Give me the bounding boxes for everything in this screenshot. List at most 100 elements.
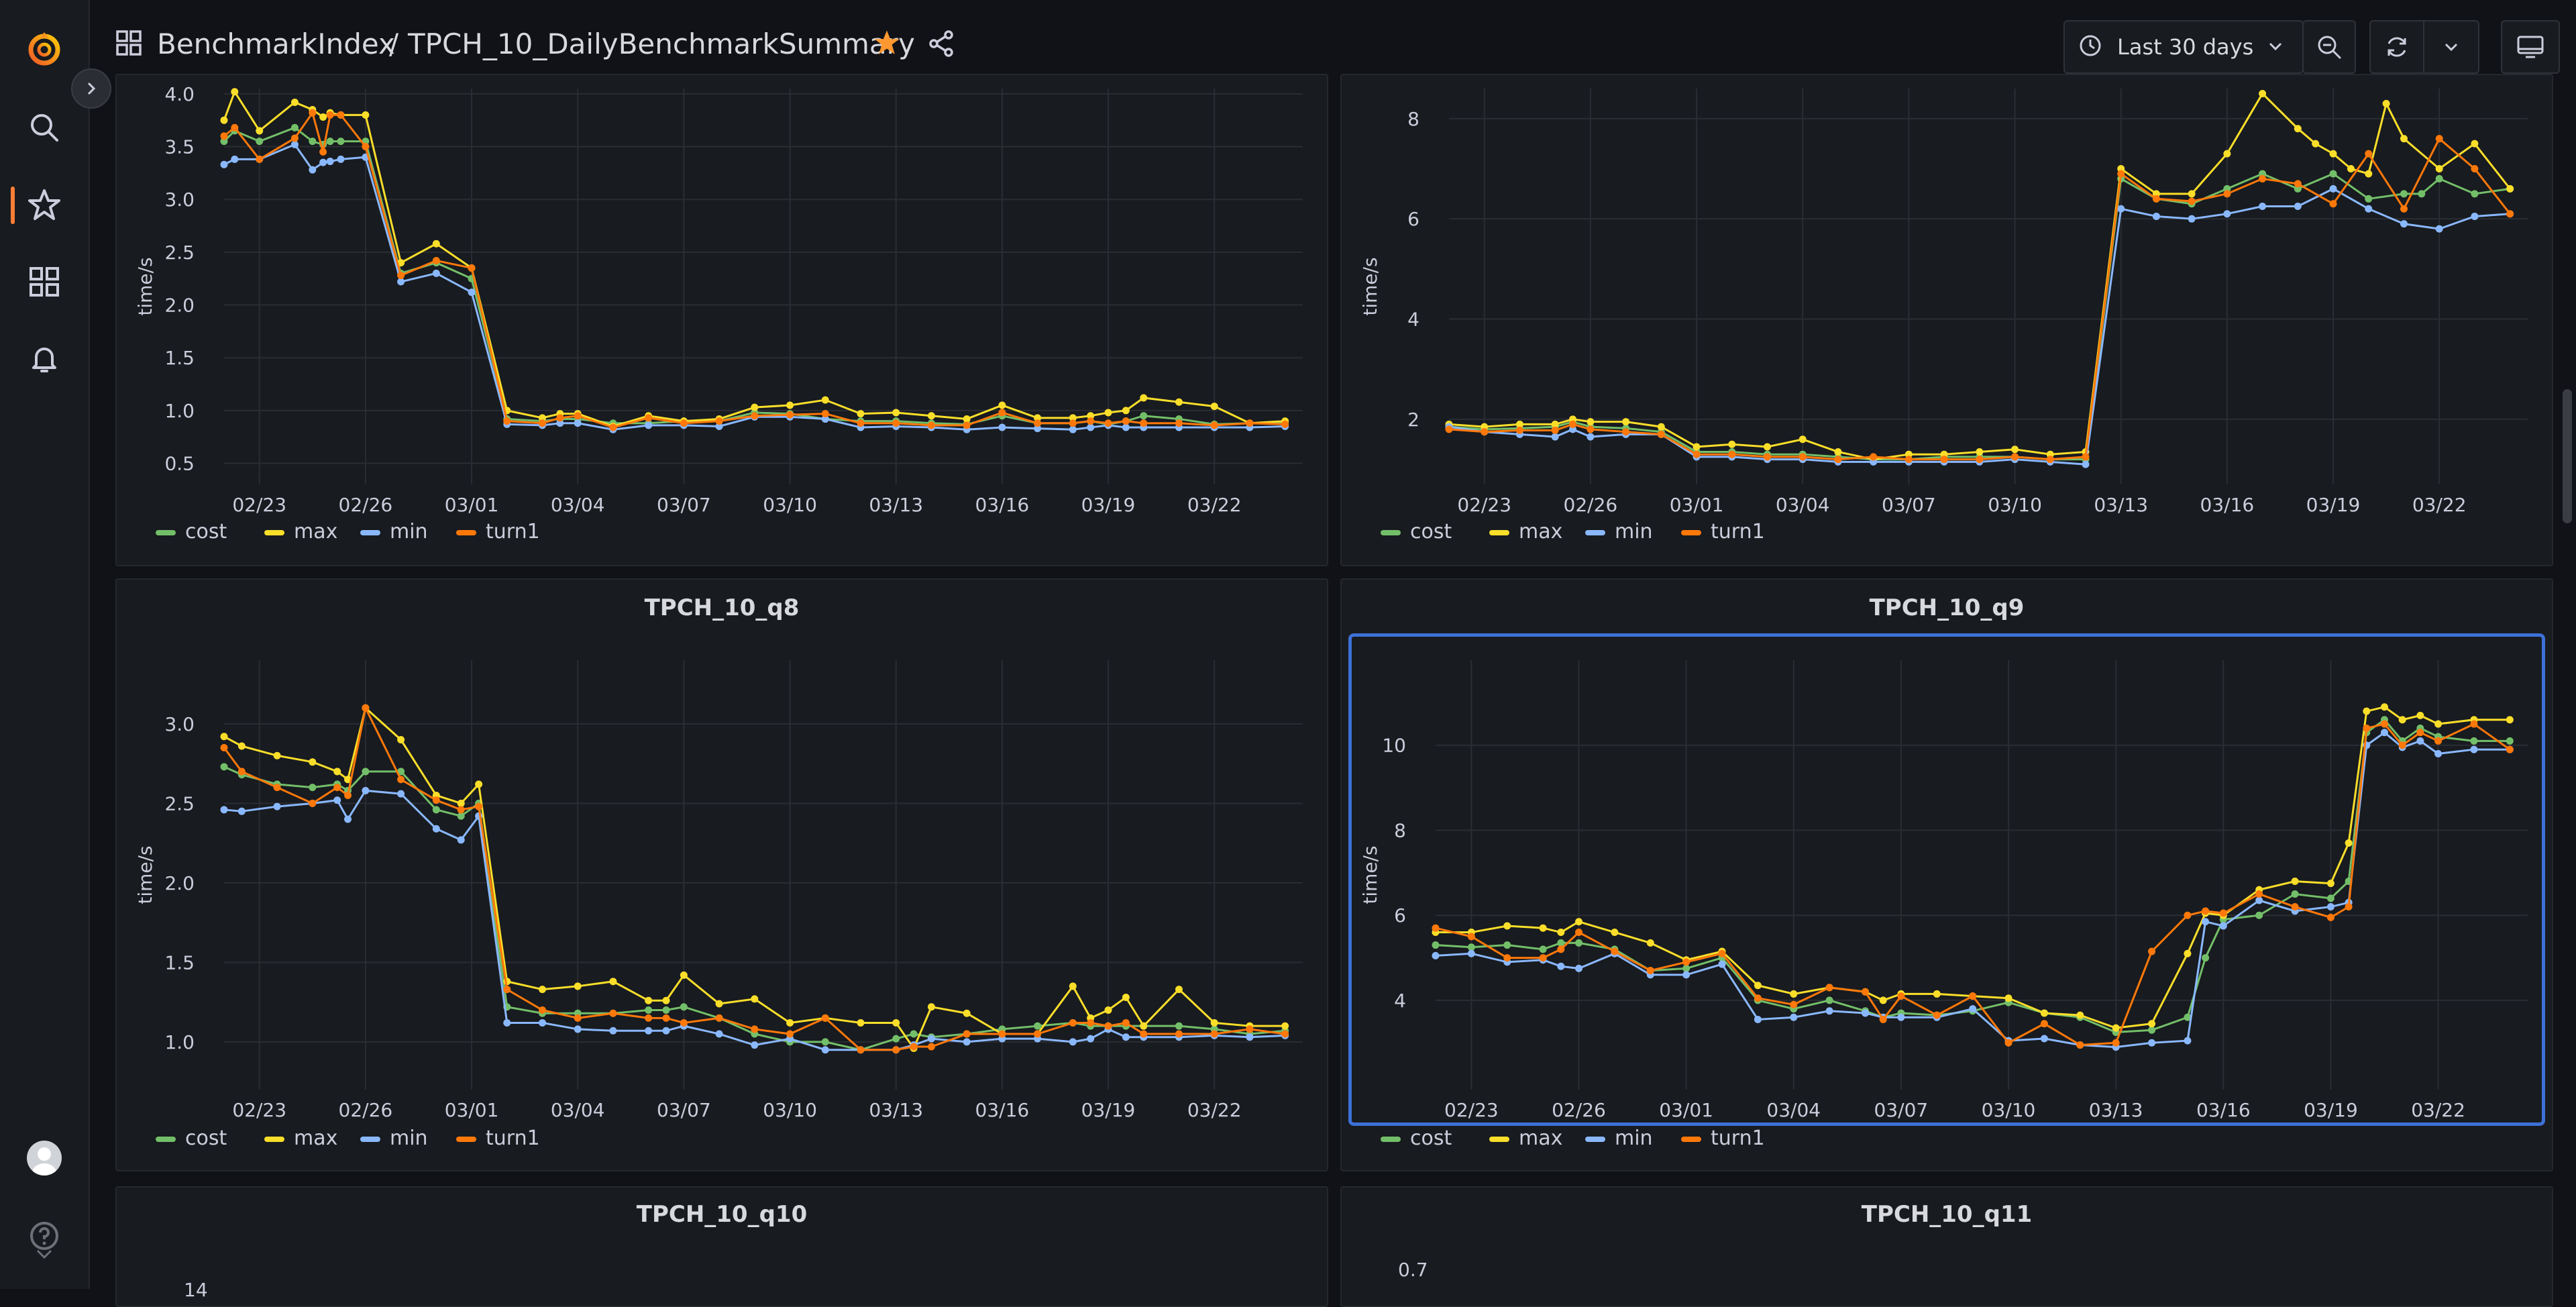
x-tick-label: 02/26 xyxy=(339,494,393,516)
search-icon[interactable] xyxy=(23,106,66,149)
legend-label-cost[interactable]: cost xyxy=(1410,1127,1452,1150)
data-point-max xyxy=(1622,418,1630,426)
data-point-turn1 xyxy=(503,417,511,425)
legend-label-cost[interactable]: cost xyxy=(1410,520,1452,543)
panel-title[interactable]: TPCH_10_q10 xyxy=(636,1201,808,1228)
data-point-turn1 xyxy=(1069,1018,1077,1027)
series-line-cost xyxy=(223,766,1285,1051)
data-point-turn1 xyxy=(362,143,370,151)
data-point-min xyxy=(2435,225,2443,233)
data-point-turn1 xyxy=(2506,745,2514,753)
data-point-max xyxy=(2148,1020,2156,1028)
legend-label-min[interactable]: min xyxy=(1615,1127,1653,1150)
data-point-turn1 xyxy=(273,784,281,792)
panel-q11[interactable]: TPCH_10_q11 0.7 xyxy=(1340,1186,2553,1307)
legend-label-max[interactable]: max xyxy=(1519,1127,1562,1150)
y-tick-label: 14 xyxy=(184,1279,208,1301)
panel-q7b[interactable]: 2 4 6 8 02/23 02/26 03/01 03/04 03/07 03/10 03/13 0… xyxy=(1340,74,2553,566)
data-point-min xyxy=(998,423,1006,431)
panel-q9[interactable]: TPCH_10_q9 4 6 8 10 02/23 02/26 03/01 03/04 03/0… xyxy=(1340,578,2553,1171)
data-point-turn1 xyxy=(1870,453,1878,461)
tv-mode-button[interactable] xyxy=(2501,20,2560,74)
data-point-max xyxy=(1175,986,1183,994)
legend-label-turn1[interactable]: turn1 xyxy=(486,520,540,543)
refresh-icon[interactable] xyxy=(2371,21,2424,72)
data-point-min xyxy=(1246,1033,1254,1041)
data-point-min xyxy=(574,419,582,427)
legend-label-turn1[interactable]: turn1 xyxy=(486,1127,540,1150)
data-point-min xyxy=(662,1027,670,1035)
data-point-max xyxy=(2380,703,2388,711)
bell-icon[interactable] xyxy=(23,337,66,380)
time-picker[interactable]: Last 30 days xyxy=(2063,20,2304,74)
data-point-turn1 xyxy=(821,1014,829,1022)
legend-label-min[interactable]: min xyxy=(1615,520,1653,543)
data-point-min xyxy=(337,155,345,163)
data-point-turn1 xyxy=(2188,197,2196,205)
data-point-cost xyxy=(1825,996,1833,1004)
data-point-max xyxy=(309,758,317,766)
data-point-turn1 xyxy=(220,743,228,751)
share-icon[interactable] xyxy=(927,30,955,60)
legend-label-min[interactable]: min xyxy=(390,520,428,543)
data-point-max xyxy=(1210,1018,1218,1027)
panel-title[interactable]: TPCH_10_q9 xyxy=(1869,594,2025,621)
data-point-turn1 xyxy=(1539,954,1547,962)
data-point-turn1 xyxy=(680,1018,688,1027)
data-point-cost xyxy=(1503,941,1511,949)
legend-label-max[interactable]: max xyxy=(294,1127,337,1150)
y-tick-label: 4 xyxy=(1394,990,1406,1012)
question-icon[interactable] xyxy=(23,1214,66,1257)
panel-q10[interactable]: TPCH_10_q10 14 xyxy=(115,1186,1328,1307)
data-point-turn1 xyxy=(1175,1030,1183,1038)
breadcrumb-separator: / xyxy=(389,28,399,60)
data-point-turn1 xyxy=(538,419,546,427)
legend-label-turn1[interactable]: turn1 xyxy=(1711,1127,1765,1150)
data-point-max xyxy=(2326,880,2334,888)
legend-label-cost[interactable]: cost xyxy=(185,1127,227,1150)
scrollbar[interactable] xyxy=(2563,389,2572,523)
x-tick-label: 03/01 xyxy=(445,1099,499,1121)
star-icon[interactable] xyxy=(23,184,66,227)
expand-sidebar-button[interactable] xyxy=(71,68,111,109)
legend-label-cost[interactable]: cost xyxy=(185,520,227,543)
data-point-min xyxy=(2329,185,2337,193)
star-icon[interactable] xyxy=(872,28,902,60)
x-tick-label: 03/04 xyxy=(1776,494,1830,516)
data-point-max xyxy=(2312,140,2320,148)
data-point-turn1 xyxy=(2202,907,2210,915)
apps-icon[interactable] xyxy=(23,260,66,303)
chevron-down-icon[interactable] xyxy=(23,1244,66,1264)
series-line-cost xyxy=(1448,172,2510,461)
data-point-cost xyxy=(309,784,317,792)
data-point-cost xyxy=(2470,737,2478,745)
breadcrumb-folder[interactable]: BenchmarkIndex xyxy=(157,28,395,60)
zoom-out-button[interactable] xyxy=(2302,20,2356,74)
data-point-min xyxy=(2202,918,2210,926)
data-point-max xyxy=(397,736,405,744)
panel-q7[interactable]: 0.5 1.0 1.5 2.0 2.5 3.0 3.5 4.0 02/23 02/26 03/01 0… xyxy=(115,74,1328,566)
x-tick-label: 03/01 xyxy=(1659,1099,1713,1121)
legend-label-max[interactable]: max xyxy=(1519,520,1562,543)
panel-q8[interactable]: TPCH_10_q8 1.0 1.5 2.0 2.5 3.0 02/23 02/26 03/0… xyxy=(115,578,1328,1171)
x-tick-label: 03/22 xyxy=(2411,1099,2465,1121)
y-tick-label: 1.0 xyxy=(164,1031,195,1053)
data-point-min xyxy=(273,802,281,811)
data-point-max xyxy=(1799,435,1807,443)
legend-swatch-min xyxy=(360,530,380,535)
panel-title[interactable]: TPCH_10_q11 xyxy=(1861,1201,2033,1228)
page-title[interactable]: TPCH_10_DailyBenchmarkSummary xyxy=(408,28,915,60)
x-tick-label: 03/19 xyxy=(2304,1099,2358,1121)
grafana-logo[interactable] xyxy=(23,27,66,70)
data-point-min xyxy=(2470,745,2478,753)
legend-label-min[interactable]: min xyxy=(390,1127,428,1150)
data-point-max xyxy=(2076,1011,2084,1019)
data-point-max xyxy=(1087,412,1095,420)
panel-title[interactable]: TPCH_10_q8 xyxy=(644,594,800,621)
avatar[interactable] xyxy=(27,1141,62,1175)
legend-label-turn1[interactable]: turn1 xyxy=(1711,520,1765,543)
data-point-turn1 xyxy=(2112,1039,2120,1047)
legend-label-max[interactable]: max xyxy=(294,520,337,543)
x-tick-label: 03/16 xyxy=(2200,494,2255,516)
chevron-down-icon[interactable] xyxy=(2424,42,2478,52)
